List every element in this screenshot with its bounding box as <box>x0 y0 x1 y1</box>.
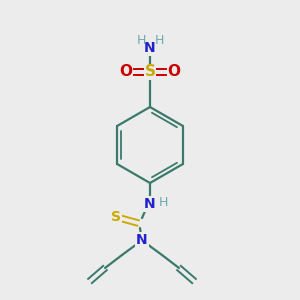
Text: N: N <box>136 233 148 247</box>
Text: O: O <box>167 64 181 80</box>
Text: S: S <box>145 64 155 80</box>
Text: N: N <box>144 41 156 55</box>
Text: S: S <box>111 210 121 224</box>
Text: H: H <box>154 34 164 47</box>
Text: O: O <box>119 64 133 80</box>
Text: N: N <box>144 197 156 211</box>
Text: H: H <box>158 196 168 208</box>
Text: H: H <box>136 34 146 47</box>
